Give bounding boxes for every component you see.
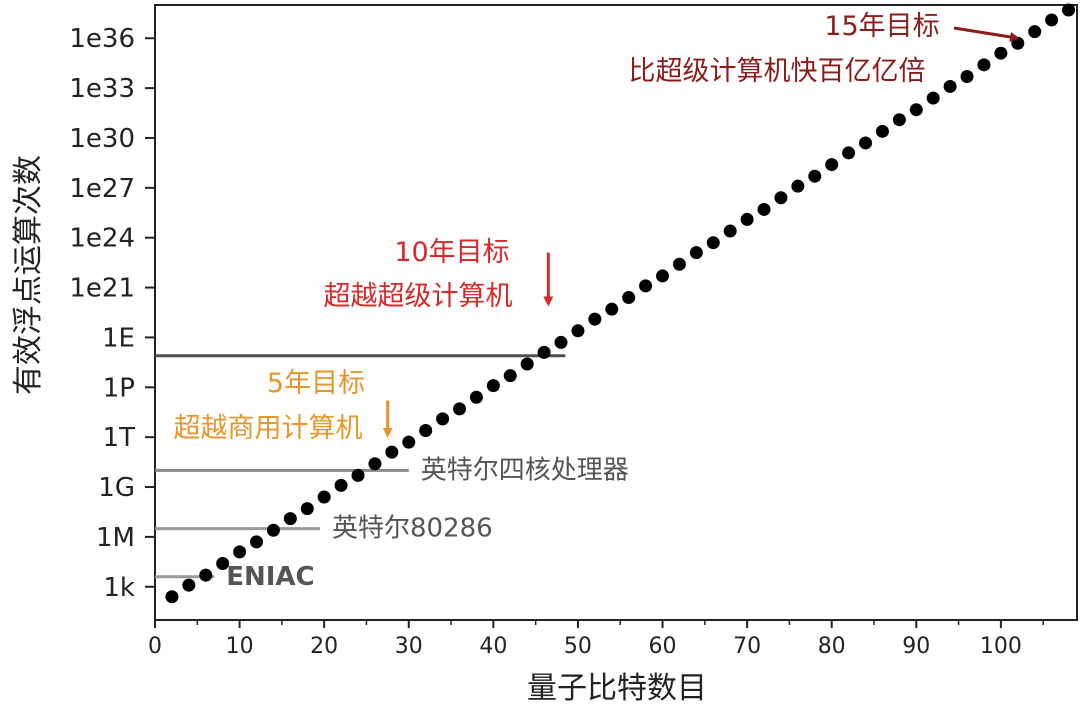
data-point [317,490,331,504]
reference-line-label: 英特尔80286 [332,514,493,544]
x-tick-label: 50 [564,634,592,659]
plot-border [154,4,1078,621]
y-tick-label: 1e36 [69,24,135,54]
x-axis-label: 量子比特数目 [527,671,707,706]
data-point [605,302,619,316]
data-point [808,169,822,183]
data-point [368,457,382,471]
y-tick-label: 1M [96,523,135,553]
x-tick-label: 80 [818,634,846,659]
data-point [588,312,602,326]
data-point [453,402,467,416]
y-axis-ticks: 1k 1M 1G 1T 1P 1E 1e21 1e24 1e27 1e30 1e33 1e36 [69,24,155,603]
y-tick-label: 1E [102,323,135,353]
data-point [943,79,957,93]
data-point [469,390,483,404]
data-point [571,324,585,338]
data-point [1045,13,1059,27]
annotation-15yr-arrow [953,26,1020,42]
data-point [402,435,416,449]
annotation-10yr-title: 10年目标 [394,237,509,268]
y-tick-label: 1e24 [69,224,135,254]
data-point [909,103,923,117]
reference-lines: ENIAC 英特尔80286 英特尔四核处理器 [155,354,629,592]
data-point [706,236,720,250]
data-point [723,224,737,238]
y-tick-label: 1e33 [69,74,135,104]
reference-line-label: ENIAC [226,562,314,592]
data-point [994,46,1008,60]
data-point [757,202,771,216]
data-point [1062,3,1076,17]
data-point [977,58,991,72]
data-point [351,468,365,482]
data-point [960,69,974,83]
reference-line-label: 英特尔四核处理器 [421,455,629,485]
data-point [436,412,450,426]
x-tick-label: 90 [902,634,930,659]
data-point [283,512,297,526]
data-point [875,124,889,138]
data-point [926,91,940,105]
y-tick-label: 1e30 [69,124,135,154]
data-point [334,478,348,492]
data-point [165,590,179,604]
x-tick-label: 70 [733,634,761,659]
y-axis-label: 有效浮点运算次数 [11,155,46,395]
annotation-15yr-title: 15年目标 [824,11,939,42]
data-point [266,523,280,537]
data-point [689,246,703,260]
x-tick-label: 10 [226,634,254,659]
data-point [1028,25,1042,39]
data-point [740,212,754,226]
annotation-10yr-subtitle: 超越超级计算机 [324,281,513,312]
data-point [233,545,247,559]
y-tick-label: 1k [103,573,135,603]
x-tick-label: 60 [649,634,677,659]
x-tick-label: 40 [479,634,507,659]
x-axis-ticks: 0 10 20 30 40 50 60 70 80 90 100 [148,620,1044,659]
data-point [892,113,906,127]
data-point [216,556,230,570]
data-point [774,191,788,205]
data-point [791,179,805,193]
data-point [182,578,196,592]
x-tick-label: 20 [310,634,338,659]
plot-frame [154,4,1078,621]
data-point [199,568,213,582]
data-point [656,269,670,283]
x-tick-label: 30 [395,634,423,659]
y-tick-label: 1e21 [69,274,135,304]
data-point [520,357,534,371]
annotation-15yr-subtitle: 比超级计算机快百亿亿倍 [629,56,926,87]
data-point [419,424,433,438]
data-point [825,158,839,172]
annotation-5yr-title: 5年目标 [267,368,365,399]
data-point [554,335,568,349]
data-point [672,257,686,271]
data-point [503,369,517,383]
data-point [385,445,399,459]
data-point [300,502,314,516]
data-point [842,146,856,160]
y-tick-label: 1P [103,373,135,403]
data-point [639,279,653,293]
annotation-5yr-subtitle: 超越商用计算机 [174,413,363,444]
data-point [859,136,873,150]
data-point [622,291,636,305]
data-point [486,379,500,393]
data-point [250,535,264,549]
y-tick-label: 1G [98,473,135,503]
data-point [537,345,551,359]
y-tick-label: 1T [103,423,136,453]
y-tick-label: 1e27 [69,174,135,204]
data-points [165,3,1076,604]
x-tick-label: 0 [148,634,162,659]
x-tick-label: 100 [980,634,1022,659]
